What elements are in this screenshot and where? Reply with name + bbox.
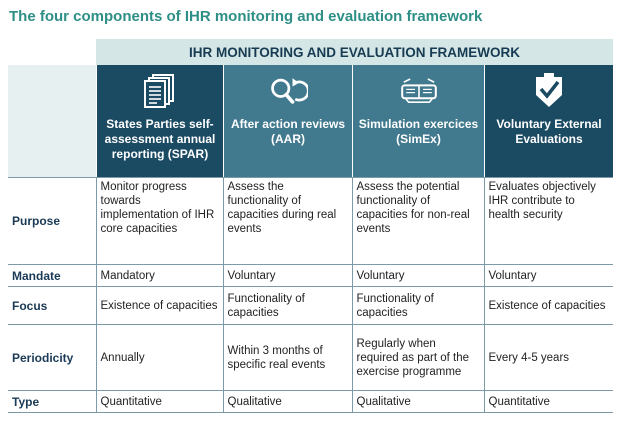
column-label: Voluntary External Evaluations xyxy=(496,117,602,146)
table-cell: Voluntary xyxy=(483,264,613,287)
table-cell: Assess the functionality of capacities d… xyxy=(222,177,353,265)
figure-title: The four components of IHR monitoring an… xyxy=(9,8,483,25)
table-cell: Within 3 months of specific real events xyxy=(222,324,353,391)
table-cell: Functionality of capacities xyxy=(222,286,353,325)
table-cell: Monitor progress towards implementation … xyxy=(95,177,224,265)
table-cell: Regularly when required as part of the e… xyxy=(351,324,485,391)
row-label: Mandate xyxy=(8,264,97,287)
header-corner xyxy=(8,65,96,177)
row-label: Purpose xyxy=(8,177,97,265)
framework-header: IHR MONITORING AND EVALUATION FRAMEWORK xyxy=(96,39,613,65)
table-row-purpose: Purpose Monitor progress towards impleme… xyxy=(8,177,613,265)
checked-shield-icon xyxy=(529,73,569,109)
column-header-spar: States Parties self-assessment annual re… xyxy=(96,65,223,177)
table-cell: Annually xyxy=(95,324,224,391)
row-label: Focus xyxy=(8,286,97,325)
column-label: States Parties self-assessment annual re… xyxy=(104,117,216,161)
row-label: Type xyxy=(8,390,97,413)
table-cell: Evaluates objectively IHR contribute to … xyxy=(483,177,613,265)
table-cell: Quantitative xyxy=(95,390,224,413)
framework-table: Purpose Monitor progress towards impleme… xyxy=(8,177,613,413)
table-cell: Functionality of capacities xyxy=(351,286,485,325)
table-cell: Mandatory xyxy=(95,264,224,287)
table-row-type: Type Quantitative Qualitative Qualitativ… xyxy=(8,390,613,413)
table-cell: Voluntary xyxy=(351,264,485,287)
table-cell: Qualitative xyxy=(222,390,353,413)
column-label: Simulation exercices (SimEx) xyxy=(358,117,479,146)
table-row-periodicity: Periodicity Annually Within 3 months of … xyxy=(8,324,613,391)
table-cell: Qualitative xyxy=(351,390,485,413)
column-header-aar: After action reviews (AAR) xyxy=(223,65,352,177)
table-cell: Assess the potential functionality of ca… xyxy=(351,177,485,265)
documents-icon xyxy=(140,73,180,109)
simulation-glasses-icon xyxy=(399,73,439,109)
column-header-simex: Simulation exercices (SimEx) xyxy=(352,65,484,177)
table-cell: Existence of capacities xyxy=(483,286,613,325)
table-cell: Quantitative xyxy=(483,390,613,413)
table-cell: Voluntary xyxy=(222,264,353,287)
column-label: After action reviews (AAR) xyxy=(230,117,346,146)
table-cell: Every 4-5 years xyxy=(483,324,613,391)
row-label: Periodicity xyxy=(8,324,97,391)
table-cell: Existence of capacities xyxy=(95,286,224,325)
review-cycle-icon xyxy=(268,73,308,109)
column-header-jee: Voluntary External Evaluations xyxy=(484,65,613,177)
table-row-focus: Focus Existence of capacities Functional… xyxy=(8,286,613,325)
table-row-mandate: Mandate Mandatory Voluntary Voluntary Vo… xyxy=(8,264,613,287)
